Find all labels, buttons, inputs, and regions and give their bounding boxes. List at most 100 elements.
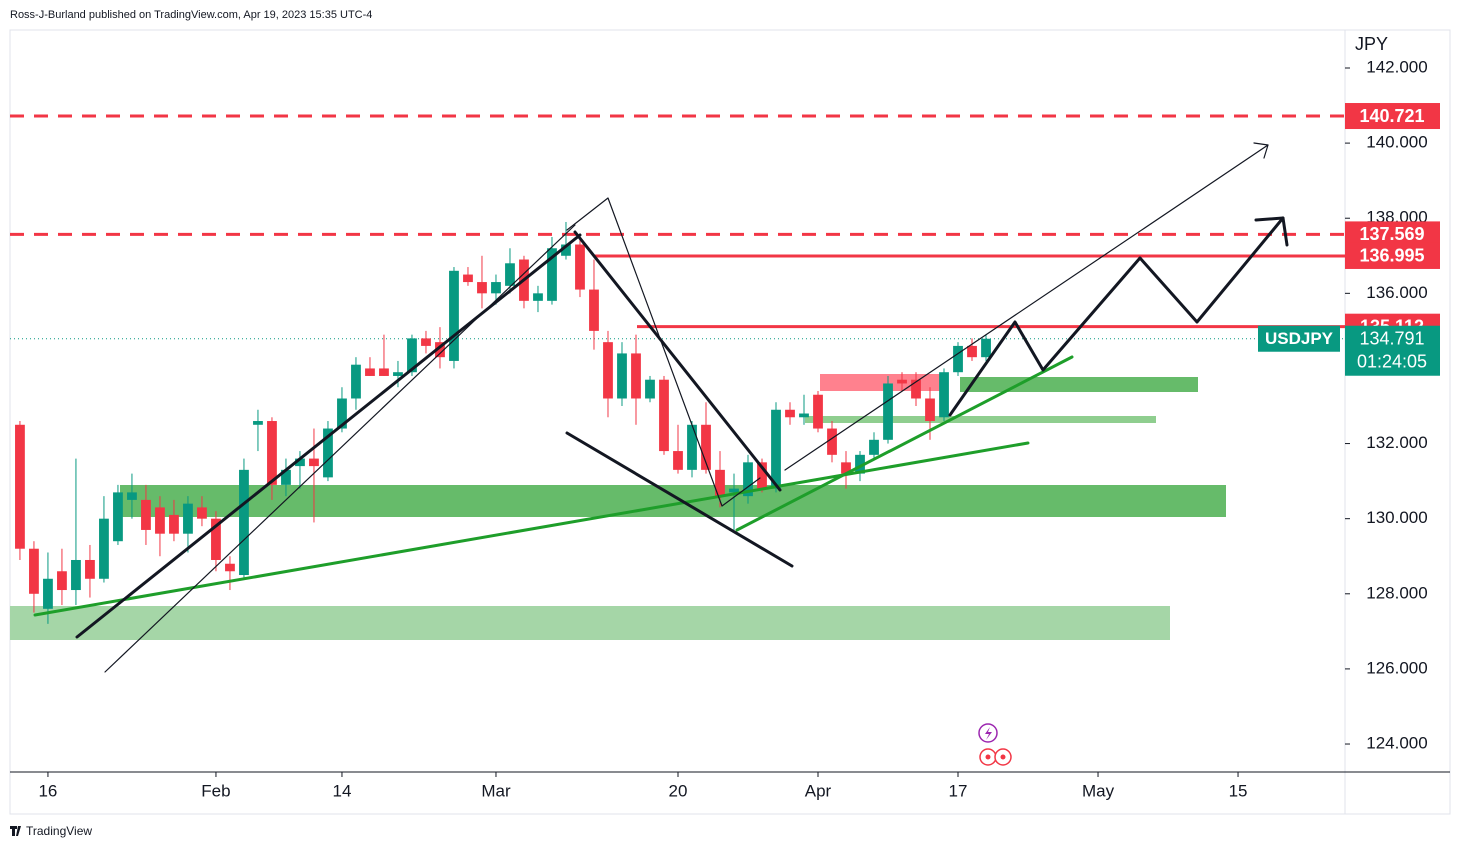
candle-body <box>379 368 389 376</box>
candle-body <box>785 409 795 418</box>
candle-body <box>925 398 935 422</box>
y-tick-label: 140.000 <box>1366 133 1427 152</box>
projection-path <box>948 216 1285 417</box>
event-icon-bolt <box>985 727 992 740</box>
candle-body <box>127 492 137 500</box>
event-icon-dot <box>1000 754 1006 760</box>
event-icons <box>978 723 1012 766</box>
candle-body <box>421 338 431 346</box>
candle-body <box>715 469 725 497</box>
candle-body <box>561 244 571 256</box>
candle-body <box>407 338 417 373</box>
demand-zone <box>805 416 1156 423</box>
candle-body <box>197 507 207 519</box>
candles <box>15 221 991 624</box>
candle-body <box>323 428 333 478</box>
zones <box>10 374 1226 640</box>
x-tick-label: Mar <box>481 781 511 800</box>
currency-label: JPY <box>1355 34 1388 54</box>
candle-body <box>169 514 179 534</box>
candle-body <box>435 342 445 358</box>
candle-body <box>211 518 221 560</box>
arrow-head <box>1254 216 1289 247</box>
y-tick-label: 132.000 <box>1366 433 1427 452</box>
price-level-label: 140.721 <box>1359 106 1424 126</box>
candle-body <box>799 413 809 418</box>
candle-body <box>631 353 641 399</box>
candle-body <box>113 492 123 542</box>
candle-body <box>57 571 67 591</box>
candle-body <box>603 342 613 399</box>
last-price-label: 134.791 <box>1359 328 1424 348</box>
candle-body <box>967 345 977 358</box>
y-tick-label: 128.000 <box>1366 583 1427 602</box>
candle-body <box>883 383 893 440</box>
candle-body <box>981 338 991 358</box>
candle-body <box>463 274 473 283</box>
candle-body <box>911 379 921 399</box>
symbol-label: USDJPY <box>1265 329 1334 348</box>
price-level-label: 136.995 <box>1359 246 1424 266</box>
candle-body <box>309 458 319 467</box>
event-icon-dot <box>985 754 991 760</box>
arrow <box>784 144 1269 471</box>
candle-body <box>743 462 753 497</box>
supply-zone <box>820 374 945 391</box>
candle-body <box>589 289 599 331</box>
candle-body <box>757 462 767 489</box>
x-tick-label: 20 <box>669 781 688 800</box>
arrow-head <box>1253 142 1269 159</box>
publisher: Ross-J-Burland published on TradingView.… <box>10 9 372 21</box>
y-tick-label: 130.000 <box>1366 508 1427 527</box>
candle-body <box>729 488 739 493</box>
x-tick-label: 17 <box>949 781 968 800</box>
candle-body <box>141 499 151 530</box>
candle-body <box>15 424 25 549</box>
candle-body <box>827 428 837 455</box>
candle-body <box>771 409 781 489</box>
y-tick-label: 136.000 <box>1366 283 1427 302</box>
trendline <box>104 224 576 673</box>
candle-body <box>29 548 39 594</box>
price-level-box <box>1345 242 1440 269</box>
candle-body <box>505 263 515 286</box>
candle-body <box>449 270 459 361</box>
drawings <box>33 142 1289 673</box>
levels <box>10 114 1345 340</box>
zigzag <box>566 197 761 507</box>
footer-logo <box>10 826 21 836</box>
candle-body <box>673 451 683 470</box>
candle-body <box>477 282 487 294</box>
candle-body <box>183 503 193 534</box>
candle-body <box>295 458 305 467</box>
demand-zone <box>960 377 1198 392</box>
candle-body <box>841 462 851 474</box>
price-level-label: 137.569 <box>1359 224 1424 244</box>
x-tick-label: 15 <box>1229 781 1248 800</box>
candle-body <box>953 345 963 373</box>
candle-body <box>533 293 543 301</box>
candle-body <box>351 364 361 399</box>
candle-body <box>155 507 165 534</box>
candle-body <box>365 368 375 376</box>
trendline <box>573 230 782 492</box>
candle-body <box>575 244 585 290</box>
candle-body <box>855 454 865 474</box>
candle-body <box>253 421 263 425</box>
candle-body <box>225 563 235 572</box>
trendline <box>735 355 1074 532</box>
x-tick-label: Apr <box>805 781 832 800</box>
candle-body <box>869 439 879 455</box>
candle-body <box>659 379 669 452</box>
trendline <box>565 431 794 568</box>
candle-body <box>393 372 403 376</box>
frame <box>9 29 1451 815</box>
footer-brand: TradingView <box>26 824 92 838</box>
candle-body <box>813 394 823 429</box>
candle-body <box>239 469 249 576</box>
x-tick-label: 14 <box>333 781 352 800</box>
candle-body <box>701 424 711 470</box>
candle-body <box>85 559 95 579</box>
